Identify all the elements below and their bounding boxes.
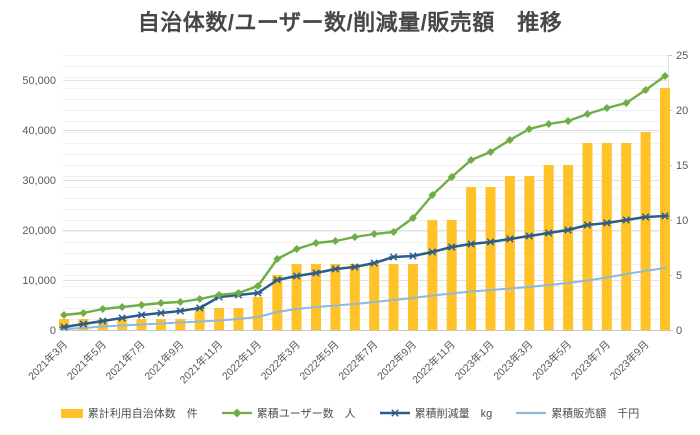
legend-label-reduction: 累積削減量 kg bbox=[414, 408, 493, 420]
x-axis-label: 2021年3月 bbox=[25, 338, 70, 383]
line-swatch-icon bbox=[516, 411, 547, 415]
left-axis-label: 10,000 bbox=[22, 275, 56, 287]
markers-reduction bbox=[59, 212, 670, 331]
x-axis-label: 2022年3月 bbox=[258, 338, 303, 383]
bar-month-2023年7月 bbox=[601, 143, 612, 330]
left-axis-label: 40,000 bbox=[22, 125, 56, 137]
x-axis-label: 2022年1月 bbox=[219, 338, 264, 383]
legend: 累計利用自治体数 件 累積ユーザー数 人 累積削減量 kg bbox=[0, 405, 700, 421]
bar-month-2021年9月 bbox=[175, 319, 186, 330]
legend-label-municipalities: 累計利用自治体数 件 bbox=[87, 408, 198, 420]
x-axis-label: 2023年5月 bbox=[529, 338, 574, 383]
left-axis-label: 0 bbox=[50, 325, 56, 337]
bar-month-2023年3月 bbox=[524, 176, 535, 330]
bar-month-2022年7月 bbox=[369, 264, 380, 330]
bar-month-2022年1月 bbox=[252, 297, 263, 330]
bar-month-2022年2月 bbox=[272, 275, 283, 330]
gridlines bbox=[63, 55, 668, 320]
bar-month-2022年4月 bbox=[311, 264, 321, 330]
left-axis-label: 20,000 bbox=[22, 225, 56, 237]
line-diamond-swatch-icon bbox=[221, 408, 252, 418]
bar-month-2022年3月 bbox=[291, 264, 302, 330]
left-axis-label: 30,000 bbox=[22, 175, 56, 187]
bar-month-2023年10月 bbox=[660, 88, 670, 330]
x-axis-label: 2023年7月 bbox=[568, 338, 613, 383]
x-axis-label: 2021年5月 bbox=[64, 338, 109, 383]
line-users bbox=[62, 74, 667, 317]
right-axis-label: 10 bbox=[676, 215, 688, 227]
right-axis-label: 15 bbox=[676, 160, 688, 172]
bar-month-2021年11月 bbox=[214, 308, 225, 330]
x-axis-labels: 2021年3月2021年5月2021年7月2021年9月2021年11月2022… bbox=[25, 338, 651, 386]
bar-month-2023年4月 bbox=[543, 165, 554, 330]
x-axis-label: 2022年7月 bbox=[336, 338, 381, 383]
legend-item-municipalities: 累計利用自治体数 件 bbox=[60, 405, 198, 421]
axis-labels: 0 10,000 20,000 30,000 40,000 50,000 0 5 10 15 20 2… bbox=[22, 50, 688, 337]
bar-month-2022年8月 bbox=[388, 264, 399, 330]
right-axis-label: 20 bbox=[676, 105, 688, 117]
bar-month-2023年9月 bbox=[640, 132, 651, 330]
bar-month-2022年5月 bbox=[330, 264, 341, 330]
bar-month-2023年2月 bbox=[504, 176, 515, 330]
right-axis-label: 5 bbox=[676, 270, 682, 282]
legend-item-reduction: 累積削減量 kg bbox=[379, 405, 493, 421]
right-axis-label: 25 bbox=[676, 50, 688, 62]
bar-month-2022年10月 bbox=[427, 220, 438, 330]
x-axis-label: 2022年5月 bbox=[297, 338, 342, 383]
x-axis-label: 2021年7月 bbox=[103, 338, 148, 383]
bar-month-2021年10月 bbox=[194, 308, 205, 330]
bar-month-2021年3月 bbox=[59, 319, 69, 330]
x-axis-label: 2023年1月 bbox=[452, 338, 497, 383]
legend-label-users: 累積ユーザー数 人 bbox=[256, 408, 356, 420]
bar-month-2023年5月 bbox=[563, 165, 574, 330]
bar-month-2022年12月 bbox=[466, 187, 477, 330]
chart-title: 自治体数/ユーザー数/削減量/販売額 推移 bbox=[137, 10, 563, 35]
right-axis-label: 0 bbox=[676, 325, 682, 337]
bar-month-2022年11月 bbox=[446, 220, 457, 330]
bar-series-municipalities bbox=[59, 88, 670, 330]
bar-month-2022年6月 bbox=[349, 264, 360, 330]
line-sales bbox=[63, 267, 666, 330]
bar-month-2021年5月 bbox=[97, 319, 108, 330]
legend-item-users: 累積ユーザー数 人 bbox=[221, 405, 356, 421]
x-axis-label: 2023年3月 bbox=[491, 338, 536, 383]
bar-month-2023年8月 bbox=[621, 143, 632, 330]
legend-item-sales: 累積販売額 千円 bbox=[516, 405, 639, 421]
line-asterisk-swatch-icon bbox=[379, 409, 410, 417]
bar-swatch-icon bbox=[60, 408, 83, 418]
bar-month-2023年6月 bbox=[582, 143, 593, 330]
left-axis-label: 50,000 bbox=[22, 75, 56, 87]
markers-users bbox=[60, 72, 669, 319]
x-axis-label: 2023年9月 bbox=[607, 338, 652, 383]
bar-month-2023年1月 bbox=[485, 187, 496, 330]
legend-label-sales: 累積販売額 千円 bbox=[551, 408, 640, 420]
line-reduction bbox=[62, 214, 667, 329]
